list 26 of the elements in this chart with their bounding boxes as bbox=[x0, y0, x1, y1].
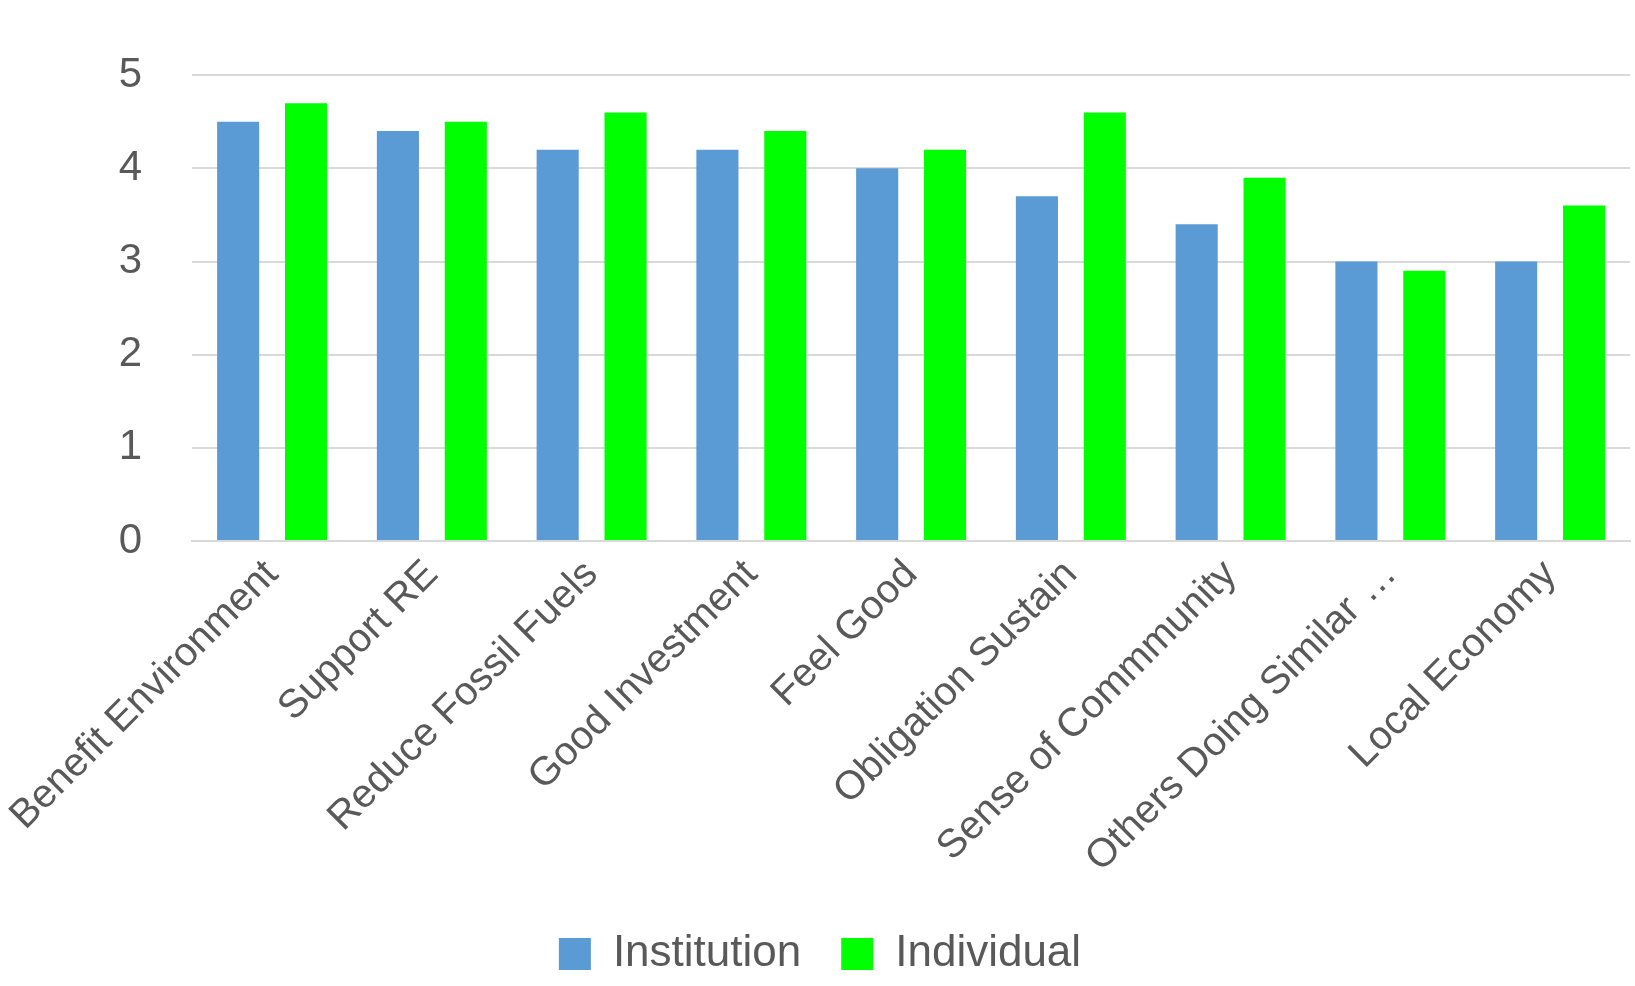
bar bbox=[1243, 177, 1286, 540]
y-tick-label: 0 bbox=[118, 514, 143, 562]
y-tick-label: 2 bbox=[118, 328, 143, 376]
bar bbox=[217, 121, 260, 540]
bar bbox=[376, 131, 419, 540]
y-tick-label: 4 bbox=[118, 141, 143, 189]
legend-label: Institution bbox=[612, 926, 802, 976]
bar bbox=[856, 168, 899, 540]
bar bbox=[1403, 270, 1446, 540]
bar bbox=[1563, 205, 1606, 540]
bar bbox=[696, 149, 739, 540]
legend-label: Individual bbox=[895, 926, 1082, 976]
bar bbox=[1083, 112, 1126, 540]
bar bbox=[444, 121, 487, 540]
bar bbox=[1015, 196, 1058, 540]
y-tick-label: 5 bbox=[118, 48, 143, 96]
y-tick-label: 3 bbox=[118, 235, 143, 283]
bar bbox=[1175, 224, 1218, 540]
bar bbox=[604, 112, 647, 540]
bar bbox=[1495, 261, 1538, 540]
bar bbox=[285, 103, 328, 540]
bar bbox=[536, 149, 579, 540]
bar bbox=[764, 131, 807, 540]
bar bbox=[1335, 261, 1378, 540]
y-tick-label: 1 bbox=[118, 421, 143, 469]
bar bbox=[924, 149, 967, 540]
